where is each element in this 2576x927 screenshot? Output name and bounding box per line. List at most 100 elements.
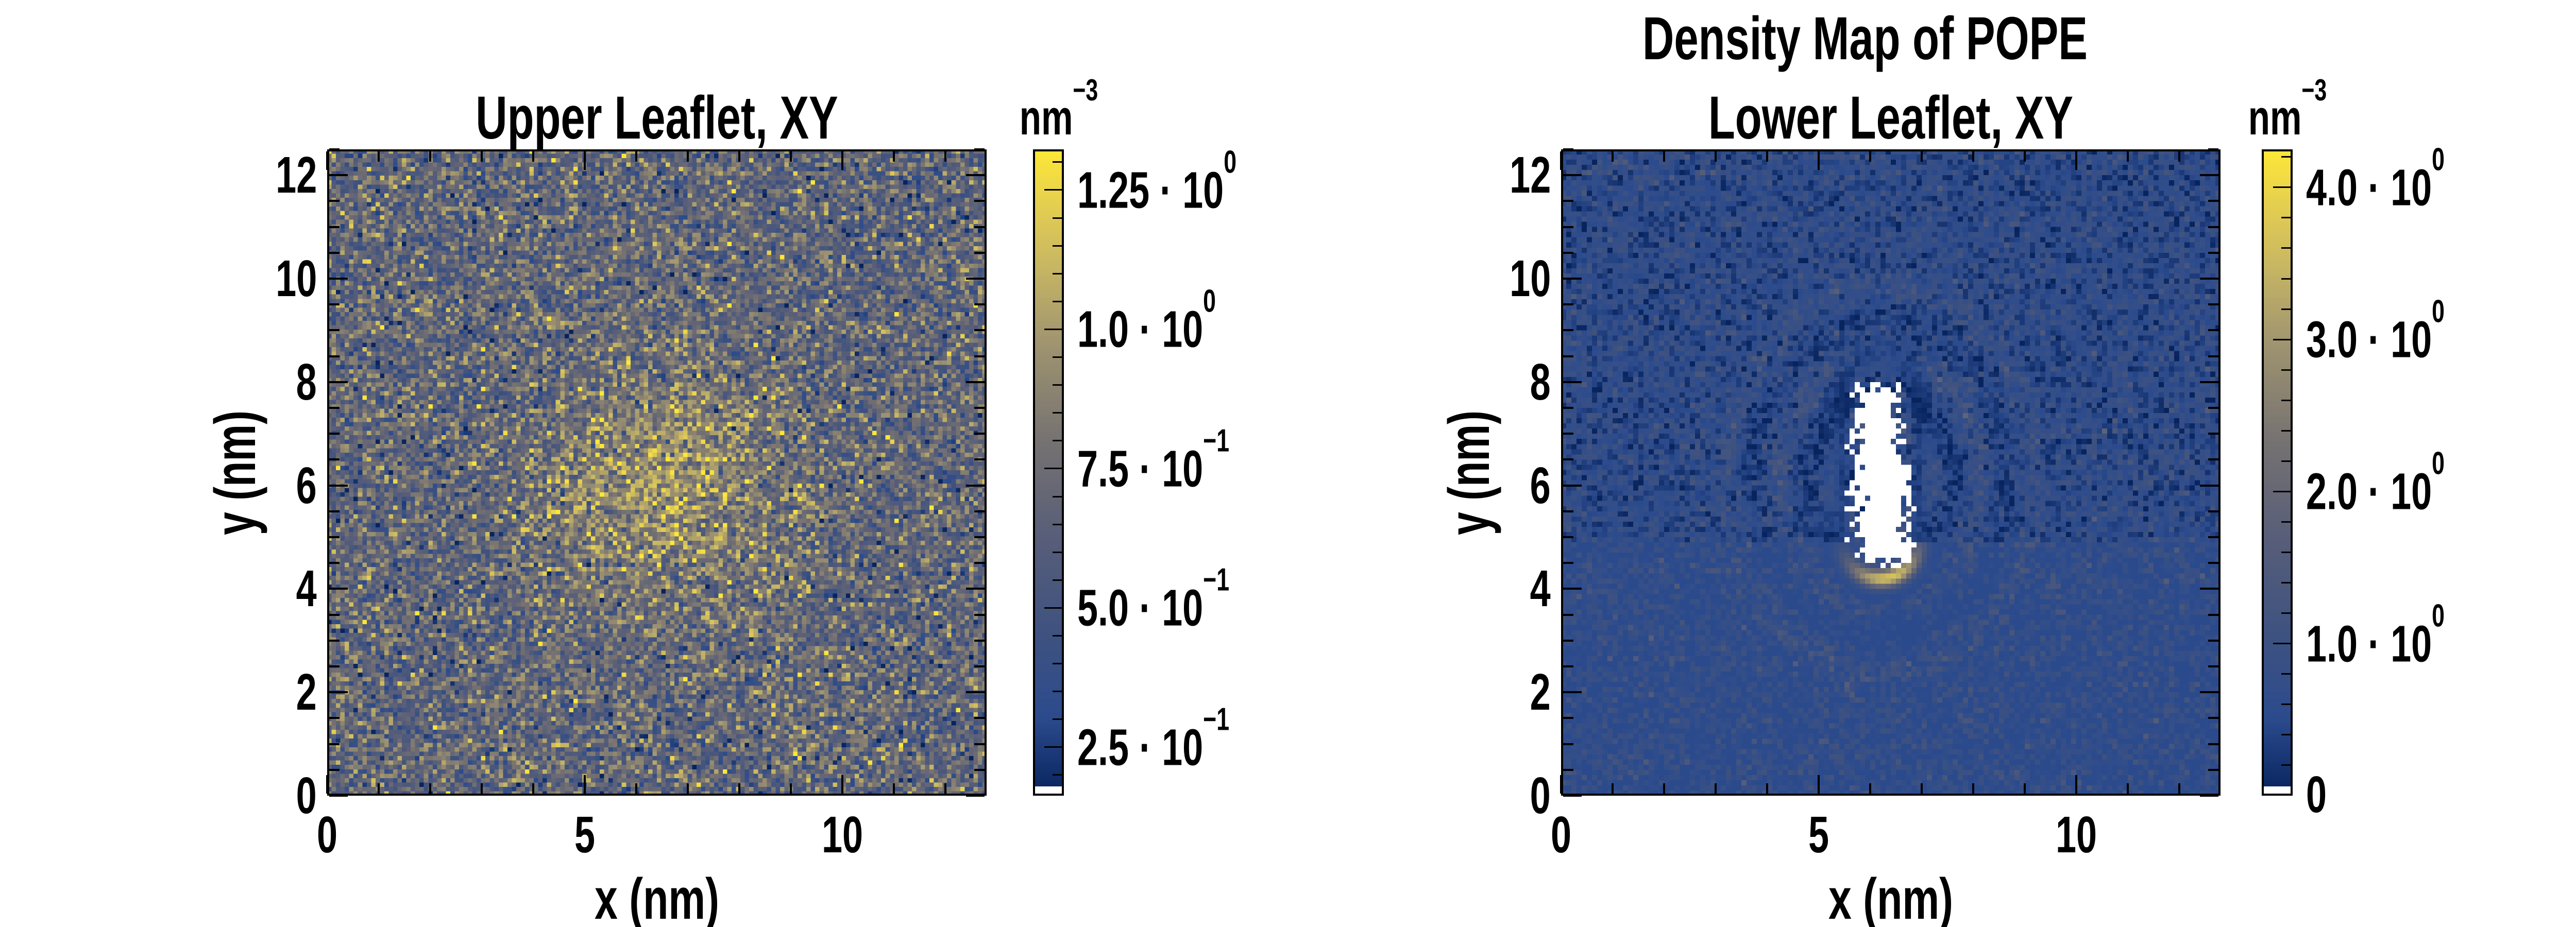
y-minor-tick — [329, 717, 340, 719]
y-tick-label: 12 — [1334, 149, 1551, 201]
y-minor-tick — [1563, 303, 1573, 306]
y-minor-tick — [1563, 251, 1573, 254]
y-minor-tick-right — [2208, 407, 2218, 409]
y-minor-tick — [329, 226, 340, 228]
x-minor-tick — [687, 783, 689, 794]
x-axis-label-upper-leaflet-xy-text: x (nm) — [595, 867, 719, 927]
y-major-tick-right — [966, 795, 985, 797]
y-tick-label: 2 — [100, 666, 317, 718]
x-minor-tick-top — [1612, 151, 1614, 162]
y-minor-tick — [1563, 433, 1573, 435]
colorbar-under-strip-upper-leaflet-xy — [1035, 786, 1062, 794]
y-minor-tick-right — [974, 639, 985, 642]
y-major-tick-right — [966, 278, 985, 280]
y-minor-tick-right — [974, 200, 985, 202]
y-major-tick-right — [2200, 381, 2218, 383]
x-minor-tick — [378, 783, 380, 794]
x-minor-tick-top — [481, 151, 483, 162]
y-major-tick-right — [2200, 588, 2218, 590]
colorbar-minor-tick — [1053, 245, 1062, 247]
y-axis-label-lower-leaflet-xy-text: y (nm) — [1437, 410, 1501, 535]
y-tick-label: 8 — [1334, 356, 1551, 408]
x-minor-tick — [481, 783, 483, 794]
x-minor-tick — [532, 783, 534, 794]
colorbar-tick-label: 4.0 · 100 — [2306, 144, 2499, 214]
y-minor-tick — [1563, 510, 1573, 512]
colorbar-minor-tick — [2281, 460, 2291, 462]
x-minor-tick — [738, 783, 740, 794]
y-minor-tick-right — [974, 665, 985, 667]
colorbar-major-tick — [1044, 189, 1062, 191]
colorbar-tick-label: 2.5 · 10−1 — [1077, 703, 1289, 774]
y-minor-tick — [329, 433, 340, 435]
heatmap-upper-leaflet-xy — [327, 149, 987, 796]
y-minor-tick-right — [2208, 639, 2218, 642]
x-minor-tick-top — [738, 151, 740, 162]
x-minor-tick — [944, 783, 946, 794]
colorbar-tick-label: 2.0 · 100 — [2306, 448, 2499, 518]
colorbar-major-tick — [1044, 468, 1062, 470]
colorbar-major-tick — [2273, 186, 2291, 188]
y-major-tick — [1563, 174, 1582, 177]
colorbar-tick-label-text: 1.0 · 100 — [1077, 283, 1216, 359]
x-minor-tick — [2178, 783, 2180, 794]
y-tick-label: 12 — [100, 149, 317, 201]
colorbar-minor-tick — [1053, 440, 1062, 442]
colorbar-tick-label: 1.0 · 100 — [2306, 599, 2499, 670]
colorbar-minor-tick — [2281, 247, 2291, 249]
y-minor-tick-right — [2208, 148, 2218, 150]
x-major-tick-top — [841, 151, 843, 170]
colorbar-major-tick — [2273, 490, 2291, 492]
y-minor-tick-right — [974, 226, 985, 228]
y-tick-label-text: 2 — [296, 663, 317, 722]
colorbar-minor-tick — [1053, 551, 1062, 553]
y-minor-tick — [1563, 407, 1573, 409]
x-minor-tick-top — [532, 151, 534, 162]
y-minor-tick — [1563, 355, 1573, 357]
y-tick-label-text: 10 — [275, 250, 317, 307]
y-minor-tick-right — [2208, 329, 2218, 332]
heatmap-lower-leaflet-xy — [1561, 149, 2221, 796]
colorbar-tick-label: 7.5 · 10−1 — [1077, 425, 1289, 495]
y-minor-tick — [1563, 743, 1573, 745]
colorbar-minor-tick — [2281, 673, 2291, 675]
colorbar-minor-tick — [1053, 272, 1062, 274]
x-minor-tick — [1766, 783, 1768, 794]
x-minor-tick — [1612, 783, 1614, 794]
colorbar-minor-tick — [2281, 369, 2291, 371]
y-major-tick — [329, 588, 348, 590]
x-tick-label-text: 10 — [2055, 806, 2097, 864]
x-minor-tick — [1921, 783, 1923, 794]
y-major-tick — [1563, 278, 1582, 280]
colorbar-unit-upper-leaflet-xy: nm−3 — [1004, 75, 1113, 143]
panel-title-lower-leaflet-xy: Lower Leaflet, XY — [1637, 88, 2144, 148]
x-minor-tick-top — [635, 151, 637, 162]
y-tick-label-text: 8 — [1530, 353, 1551, 411]
y-tick-label-text: 0 — [1530, 767, 1551, 825]
x-major-tick-top — [584, 151, 586, 170]
colorbar-major-tick — [1044, 328, 1062, 330]
x-tick-label-text: 5 — [574, 806, 596, 864]
x-major-tick — [841, 775, 843, 794]
y-minor-tick-right — [974, 536, 985, 538]
panel-title-upper-leaflet-xy-text: Upper Leaflet, XY — [476, 84, 838, 152]
y-minor-tick — [329, 562, 340, 564]
x-major-tick-top — [1818, 151, 1820, 170]
y-minor-tick-right — [974, 510, 985, 512]
colorbar-minor-tick — [2281, 703, 2291, 706]
colorbar-minor-tick — [1053, 217, 1062, 219]
colorbar-tick-label: 5.0 · 10−1 — [1077, 564, 1289, 634]
y-minor-tick — [1563, 200, 1573, 202]
y-major-tick-right — [966, 381, 985, 383]
colorbar-major-tick — [1044, 607, 1062, 609]
figure-suptitle: Density Map of POPE — [1556, 8, 2174, 69]
colorbar-minor-tick — [1053, 523, 1062, 525]
y-minor-tick — [1563, 717, 1573, 719]
panel-title-upper-leaflet-xy: Upper Leaflet, XY — [405, 88, 908, 148]
y-minor-tick-right — [974, 407, 985, 409]
y-minor-tick-right — [974, 613, 985, 616]
colorbar-tick-label-text: 3.0 · 100 — [2306, 294, 2445, 369]
y-tick-label-text: 4 — [296, 560, 317, 618]
y-minor-tick — [329, 148, 340, 150]
y-minor-tick-right — [2208, 200, 2218, 202]
